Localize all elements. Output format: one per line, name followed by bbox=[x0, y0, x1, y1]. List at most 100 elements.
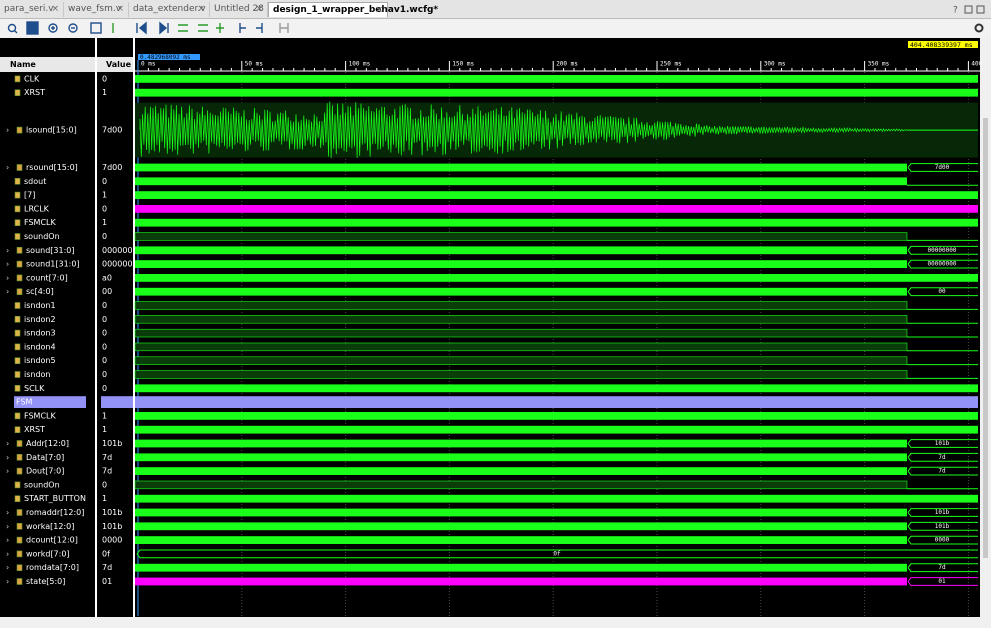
search-button[interactable] bbox=[7, 23, 18, 34]
horizontal-scrollbar[interactable] bbox=[0, 617, 980, 628]
wave-bus-box bbox=[907, 245, 978, 255]
analog-wave bbox=[139, 101, 908, 159]
signal-name[interactable]: LRCLK bbox=[24, 204, 50, 213]
tab[interactable]: wave_fsm.v × bbox=[64, 2, 129, 17]
settings-button[interactable] bbox=[974, 23, 984, 33]
expand-arrow: › bbox=[6, 439, 9, 448]
wave-label: 0f bbox=[553, 550, 561, 557]
signal-name[interactable]: SCLK bbox=[24, 384, 45, 393]
bit-icon bbox=[14, 315, 21, 323]
signal-name[interactable]: Data[7:0] bbox=[26, 453, 64, 462]
maximize-icon[interactable] bbox=[976, 5, 985, 14]
bit-icon bbox=[14, 371, 21, 378]
signal-name[interactable]: Dout[7:0] bbox=[26, 467, 64, 476]
tab[interactable]: data_extender.v × bbox=[129, 2, 210, 17]
window-controls[interactable]: ? bbox=[951, 4, 987, 15]
tab-close[interactable]: × bbox=[255, 4, 263, 14]
zoom-out-button[interactable] bbox=[68, 23, 78, 33]
tab[interactable]: design_1_wrapper_behav1.wcfg* × bbox=[268, 2, 438, 17]
signal-value: 7d00 bbox=[102, 163, 122, 172]
signal-name[interactable]: lsound[15:0] bbox=[26, 126, 77, 135]
signal-name[interactable]: state[5:0] bbox=[26, 577, 65, 586]
signal-name[interactable]: Addr[12:0] bbox=[26, 439, 69, 448]
signal-name[interactable]: workd[7:0] bbox=[26, 549, 70, 558]
signal-name[interactable]: FSMCLK bbox=[24, 411, 56, 420]
scroll-thumb[interactable] bbox=[983, 118, 988, 558]
signal-value: 0 bbox=[102, 356, 107, 365]
swap-cursors-button[interactable] bbox=[279, 23, 289, 33]
signal-name[interactable]: soundOn bbox=[24, 232, 60, 241]
signal-name[interactable]: romdata[7:0] bbox=[26, 563, 79, 572]
signal-name[interactable]: START_BUTTON bbox=[24, 494, 86, 503]
save-button[interactable] bbox=[26, 21, 39, 35]
signal-name[interactable]: romaddr[12:0] bbox=[26, 508, 84, 517]
prev-marker-button[interactable] bbox=[239, 23, 246, 33]
signal-name[interactable]: XRST bbox=[24, 425, 45, 434]
signal-name[interactable]: rsound[15:0] bbox=[26, 163, 78, 172]
bus-icon bbox=[16, 536, 23, 544]
signal-value: 1 bbox=[102, 494, 107, 503]
signal-value: a0 bbox=[102, 273, 112, 282]
next-edge-button[interactable] bbox=[198, 24, 208, 32]
signal-name[interactable]: sound1[31:0] bbox=[26, 260, 80, 269]
signal-name[interactable]: isndon4 bbox=[24, 342, 56, 351]
help-icon[interactable]: ? bbox=[953, 6, 958, 16]
prev-edge-button[interactable] bbox=[178, 24, 188, 32]
tab[interactable]: Untitled 28 × bbox=[210, 2, 268, 17]
zoom-fit-button[interactable] bbox=[90, 22, 102, 34]
signal-name[interactable]: soundOn bbox=[24, 480, 60, 489]
expand-arrow: › bbox=[6, 577, 9, 586]
signal-name[interactable]: count[7:0] bbox=[26, 273, 68, 282]
timeline-label: 200 ms bbox=[556, 61, 578, 68]
signal-name[interactable]: CLK bbox=[24, 74, 40, 83]
signal-name[interactable]: FSMCLK bbox=[24, 218, 56, 227]
timeline-label: 350 ms bbox=[868, 61, 890, 68]
wave-bus-box bbox=[907, 163, 978, 172]
signal-value: 0f bbox=[102, 549, 110, 558]
bit-icon bbox=[14, 233, 21, 240]
expand-arrow: › bbox=[6, 563, 9, 572]
signal-value: 101b bbox=[102, 522, 122, 531]
wave-label: 101b bbox=[935, 523, 950, 530]
signal-name[interactable]: dcount[12:0] bbox=[26, 536, 78, 545]
name-header: Name bbox=[10, 60, 36, 69]
signal-name[interactable]: sc[4:0] bbox=[26, 287, 54, 296]
signal-value: 0 bbox=[102, 342, 107, 351]
signal-name[interactable]: sound[31:0] bbox=[26, 246, 75, 255]
signal-value: 0 bbox=[102, 74, 107, 83]
expand-arrow: › bbox=[6, 126, 9, 135]
signal-name[interactable]: isndon1 bbox=[24, 301, 56, 310]
bit-icon bbox=[14, 205, 21, 213]
tab-close[interactable]: × bbox=[116, 4, 124, 14]
signal-name[interactable]: isndon3 bbox=[24, 329, 56, 338]
signal-name[interactable]: isndon2 bbox=[24, 315, 56, 324]
wave-bus bbox=[135, 246, 907, 255]
zoom-in-button[interactable] bbox=[48, 23, 58, 33]
signal-name[interactable]: isndon5 bbox=[24, 356, 56, 365]
signal-name[interactable]: isndon bbox=[24, 370, 51, 379]
signal-name[interactable]: XRST bbox=[24, 88, 45, 97]
signal-name[interactable]: worka[12:0] bbox=[26, 522, 74, 531]
signal-value: 0000 bbox=[102, 536, 122, 545]
go-start-button[interactable] bbox=[136, 21, 147, 35]
wave-label: 101b bbox=[935, 509, 950, 516]
restore-icon[interactable] bbox=[964, 5, 973, 14]
go-end-button[interactable] bbox=[159, 21, 169, 35]
wave-label: 101b bbox=[935, 440, 950, 447]
value-header: Value bbox=[106, 60, 132, 69]
signal-name[interactable]: FSM bbox=[16, 398, 33, 407]
add-marker-button[interactable] bbox=[216, 23, 224, 33]
header-bg bbox=[97, 57, 133, 72]
tab[interactable]: para_seri.v × bbox=[0, 2, 64, 17]
wave-label: 7d bbox=[938, 564, 946, 571]
tab-close[interactable]: × bbox=[375, 5, 383, 15]
signal-name[interactable]: sdout bbox=[24, 177, 46, 186]
tab-close[interactable]: × bbox=[197, 4, 205, 14]
bus-icon bbox=[16, 260, 23, 268]
wave-bus bbox=[135, 577, 907, 586]
signal-name[interactable]: [7] bbox=[24, 191, 35, 200]
wave-low bbox=[134, 370, 908, 379]
tab-close[interactable]: × bbox=[51, 4, 59, 14]
next-marker-button[interactable] bbox=[256, 23, 263, 33]
